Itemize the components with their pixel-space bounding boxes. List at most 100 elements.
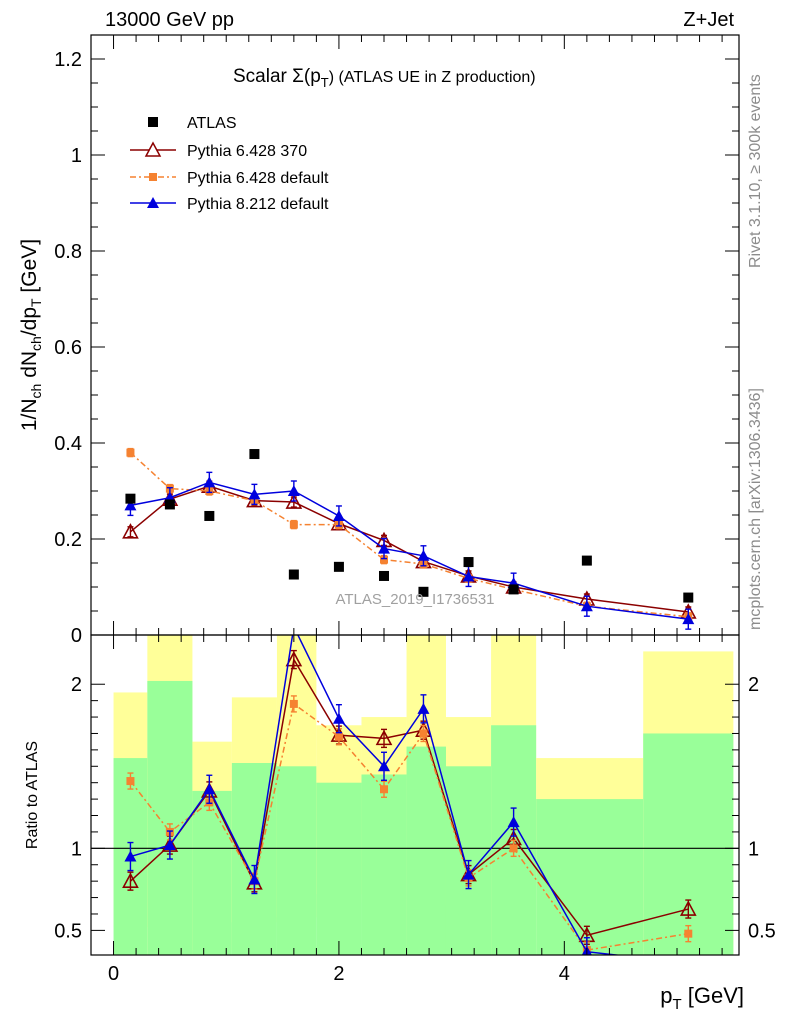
ratio-uncertainty-bands — [91, 635, 739, 955]
ratio-y-tick-label-right: 2 — [748, 674, 759, 696]
main-point-py8 — [248, 488, 261, 500]
x-axis-label: pT [GeV] — [660, 983, 744, 1013]
main-point-atlas — [288, 569, 299, 580]
ratio-band-inner — [276, 766, 317, 955]
mcplots-label: mcplots.cern.ch [arXiv:1306.3436] — [747, 388, 764, 630]
legend-marker-py6-370 — [144, 141, 162, 157]
main-point-atlas — [125, 493, 136, 504]
ratio-point-py6-370 — [679, 900, 697, 916]
ratio-point-py8 — [248, 873, 261, 885]
ratio-line-py8 — [130, 635, 623, 955]
main-y-axis-label: 1/Nch dNch/dpT [GeV] — [18, 239, 44, 431]
energy-label: 13000 GeV pp — [105, 9, 234, 31]
main-point-atlas — [508, 584, 519, 595]
plot-title-suffix: ) (ATLAS UE in Z production) — [329, 69, 536, 86]
plot-title-sub: T — [321, 75, 329, 90]
ratio-point-py6-default — [334, 732, 343, 741]
main-y-tick-label: 0 — [71, 625, 82, 647]
main-point-py6-default — [380, 555, 389, 564]
ratio-point-py6-default — [380, 785, 389, 794]
axes: 0 0.2 0.4 0.6 0.8 1 1.2 0 2 4 0.5 0.5 1 1 2 2 — [54, 34, 776, 985]
main-point-py8 — [462, 570, 475, 582]
ratio-band-inner — [536, 799, 644, 955]
ratio-point-py6-default — [126, 777, 135, 786]
ratio-y-tick-label-left: 1 — [71, 838, 82, 860]
ratio-y-tick-label-left: 2 — [71, 674, 82, 696]
ratio-band-inner — [361, 774, 407, 955]
ratio-y-tick-label-right: 1 — [748, 838, 759, 860]
main-point-py8 — [378, 542, 391, 554]
legend-marker-py6-default — [149, 173, 157, 181]
main-point-py8 — [682, 613, 695, 625]
legend-marker-py8 — [147, 197, 159, 208]
main-point-py8 — [203, 476, 216, 488]
legend-label-py6-default: Pythia 6.428 default — [187, 170, 329, 187]
main-point-atlas — [463, 557, 474, 568]
ratio-band-inner — [192, 790, 232, 955]
main-y-tick-label: 1 — [71, 145, 82, 167]
legend-marker-atlas — [148, 117, 158, 127]
legend-label-py6-370: Pythia 6.428 370 — [187, 143, 307, 160]
ratio-point-py8 — [378, 760, 391, 772]
ratio-y-tick-label-left: 0.5 — [54, 920, 82, 942]
ratio-band-inner — [147, 680, 193, 955]
main-point-atlas — [683, 592, 694, 603]
plot-title: Scalar Σ(pT) (ATLAS UE in Z production) — [233, 66, 536, 90]
x-tick-label: 4 — [559, 963, 570, 985]
main-point-atlas — [333, 561, 344, 572]
ratio-y-axis-label: Ratio to ATLAS — [24, 741, 41, 849]
main-point-py6-default — [289, 520, 298, 529]
main-line-py6-default — [129, 452, 689, 618]
ratio-point-py8 — [417, 702, 430, 714]
main-line-py8 — [130, 481, 689, 620]
main-point-atlas — [379, 570, 390, 581]
ratio-point-py6-default — [684, 929, 693, 938]
main-point-py8 — [287, 485, 300, 496]
ratio-band-inner — [643, 733, 734, 955]
ratio-point-py8 — [163, 839, 176, 851]
ratio-line-py6-default — [129, 702, 689, 951]
ratio-point-py8 — [332, 712, 345, 724]
main-plot-marks — [122, 447, 697, 630]
ratio-band-inner — [316, 782, 362, 955]
ratio-point-py6-370 — [122, 872, 139, 888]
main-point-atlas — [249, 449, 260, 460]
main-y-tick-label: 0.4 — [54, 433, 82, 455]
ratio-point-py8 — [203, 783, 216, 795]
x-tick-label: 2 — [333, 963, 344, 985]
main-point-py6-default — [126, 448, 135, 457]
plot-title-prefix: Scalar Σ(p — [233, 66, 321, 87]
main-point-py8 — [332, 509, 345, 521]
ratio-point-py8 — [462, 868, 475, 880]
main-y-tick-label: 0.8 — [54, 241, 82, 263]
main-point-atlas — [204, 510, 215, 521]
legend-label-atlas: ATLAS — [187, 115, 237, 132]
main-point-py6-370 — [285, 493, 303, 509]
main-y-tick-label: 0.2 — [54, 529, 82, 551]
analysis-watermark: ATLAS_2019_I1736531 — [335, 591, 494, 608]
ratio-point-py6-370 — [375, 729, 393, 746]
main-y-tick-label: 1.2 — [54, 49, 82, 71]
main-point-py8 — [124, 499, 137, 511]
rivet-version-label: Rivet 3.1.10, ≥ 300k events — [747, 74, 764, 268]
main-y-tick-label: 0.6 — [54, 337, 82, 359]
ratio-point-py8 — [507, 816, 520, 828]
ratio-line-py6-370 — [129, 657, 689, 937]
ratio-point-py6-370 — [285, 650, 303, 667]
main-point-atlas — [164, 499, 175, 510]
main-point-atlas — [581, 555, 592, 566]
ratio-frame — [90, 634, 740, 956]
main-point-py8 — [417, 549, 430, 561]
x-tick-label: 0 — [108, 963, 119, 985]
ratio-plot-marks — [122, 635, 697, 955]
ratio-point-py6-default — [509, 844, 518, 853]
legend: ATLAS Pythia 6.428 370 Pythia 6.428 defa… — [130, 115, 329, 213]
main-point-py6-370 — [122, 523, 139, 539]
ratio-y-tick-label-right: 0.5 — [748, 920, 776, 942]
process-label: Z+Jet — [683, 9, 734, 31]
ratio-point-py8 — [124, 850, 137, 862]
ratio-band-inner — [406, 746, 446, 955]
legend-label-py8: Pythia 8.212 default — [187, 196, 329, 213]
ratio-point-py6-default — [419, 729, 428, 738]
